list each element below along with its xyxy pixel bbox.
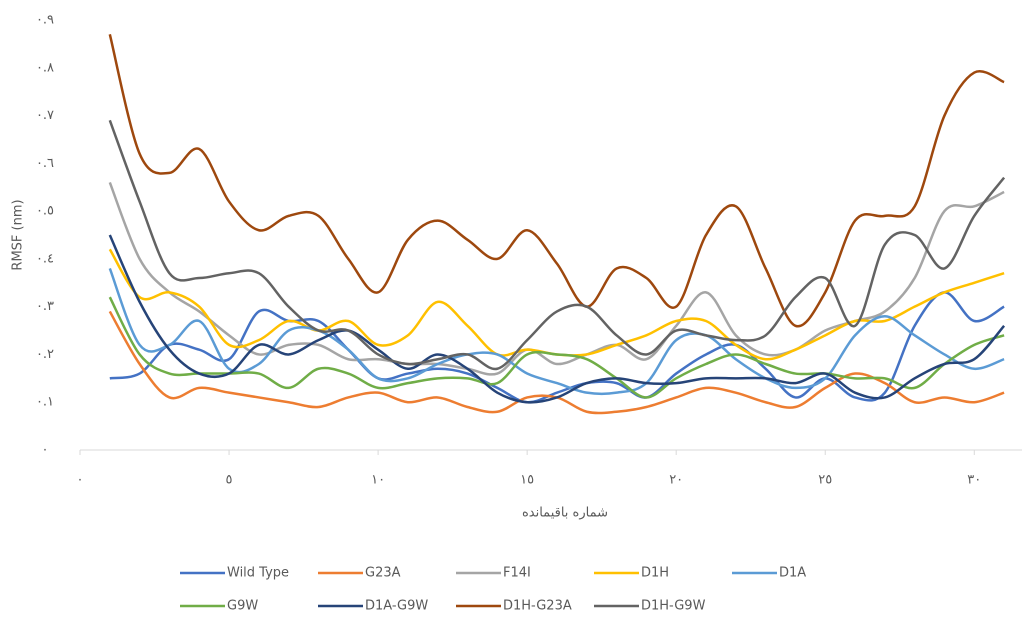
x-tick-label: ٣٠ [967,473,981,488]
legend-label: Wild Type [227,566,289,581]
x-tick-label: ٠ [77,473,84,488]
series-line [108,296,1005,399]
x-tick-label: ٥ [226,473,233,488]
x-tick-label: ١٥ [520,473,534,488]
legend-label: G23A [365,566,401,581]
y-axis-title: RMSF (nm) [11,199,26,270]
y-tick-label: ٠.٩ [36,13,54,28]
x-tick-label: ٢٠ [669,473,683,488]
y-tick-label: ٠.٨ [36,60,54,75]
legend-label: D1A-G9W [365,599,428,614]
legend-label: D1A [779,566,806,581]
y-tick-label: ٠.٣ [36,299,54,314]
series-line [108,119,1006,371]
series-line [108,34,1005,328]
y-tick-label: ٠.٢ [36,347,54,362]
series-line [109,291,1005,404]
y-tick-label: ٠ [42,443,49,458]
legend-label: F14I [503,566,531,581]
y-tick-label: ٠.٦ [36,156,54,171]
legend-label: D1H-G9W [641,599,706,614]
series-line [108,234,1006,404]
y-tick-label: ٠.٤ [36,251,54,266]
y-tick-label: ٠.٧ [36,108,54,123]
x-axis-title: شماره باقیمانده [522,506,608,521]
series-line [108,248,1005,361]
legend-label: D1H-G23A [503,599,572,614]
x-tick-label: ٢٥ [818,473,832,488]
series-line [108,267,1005,396]
legend-label: G9W [227,599,258,614]
x-tick-label: ١٠ [371,473,385,488]
y-tick-label: ٠.٥ [36,204,54,219]
legend-label: D1H [641,566,669,581]
y-tick-label: ٠.١ [36,395,54,410]
